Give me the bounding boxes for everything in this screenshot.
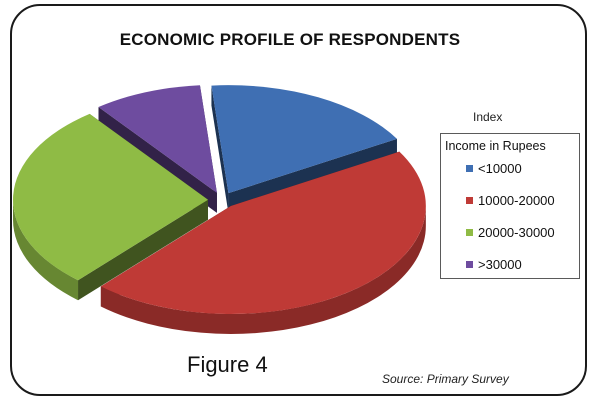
legend-title: Index — [473, 110, 503, 124]
legend-swatch — [466, 196, 473, 204]
pie-slice-2 — [100, 151, 426, 334]
legend-label: 10000-20000 — [478, 192, 555, 208]
source-note: Source: Primary Survey — [382, 372, 509, 386]
legend-label: 20000-30000 — [478, 224, 555, 240]
pie-slice-top — [211, 85, 397, 194]
legend-swatch — [466, 164, 473, 172]
pie-slice-wall — [78, 199, 209, 301]
pie-slice-rim — [100, 205, 426, 334]
pie-slice-top — [98, 85, 217, 193]
legend-label: <10000 — [478, 160, 522, 176]
pie-slice-wall — [211, 85, 229, 214]
legend-label: >30000 — [478, 256, 522, 272]
figure-caption: Figure 4 — [187, 352, 268, 377]
pie-slice-rim — [13, 199, 79, 301]
pie-slice-top — [13, 113, 209, 281]
legend-swatch — [466, 260, 473, 268]
pie-slice-3 — [13, 113, 209, 301]
legend-item-gt-30000: >30000 — [466, 256, 522, 272]
legend-subtitle: Income in Rupees — [445, 139, 546, 153]
pie-slice-top — [100, 151, 426, 314]
legend-item-10000-20000: 10000-20000 — [466, 192, 555, 208]
legend: Income in Rupees <10000 10000-20000 2000… — [440, 133, 580, 279]
chart-title: ECONOMIC PROFILE OF RESPONDENTS — [119, 30, 461, 49]
legend-item-lt-10000: <10000 — [466, 160, 522, 176]
legend-item-20000-30000: 20000-30000 — [466, 224, 555, 240]
legend-swatch — [466, 228, 473, 236]
